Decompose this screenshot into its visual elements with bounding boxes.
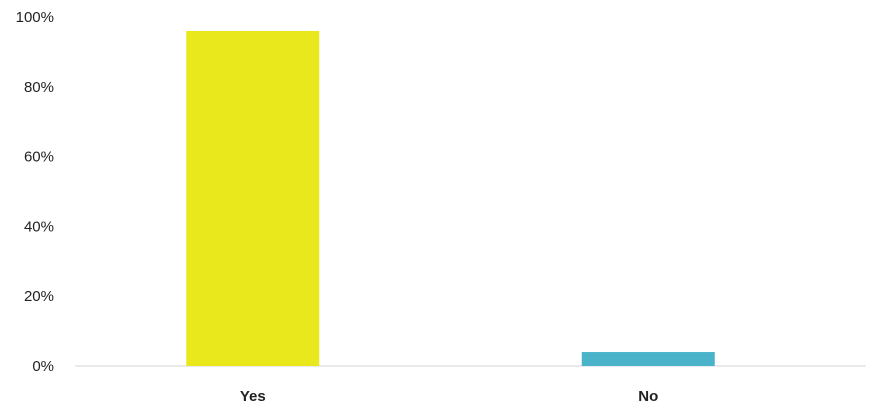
x-tick-label-no: No [638,388,658,405]
y-axis: 0% 20% 40% 60% 80% 100% [16,9,54,375]
y-tick-label: 100% [16,9,54,26]
y-tick-label: 80% [24,79,54,96]
y-tick-label: 40% [24,218,54,235]
bar-yes [186,30,320,367]
y-tick-label: 20% [24,288,54,305]
y-tick-label: 60% [24,149,54,166]
bars [186,30,715,367]
y-tick-label: 0% [32,358,54,375]
x-tick-label-yes: Yes [240,388,266,405]
bar-no [581,352,715,366]
x-axis: Yes No [240,388,658,405]
